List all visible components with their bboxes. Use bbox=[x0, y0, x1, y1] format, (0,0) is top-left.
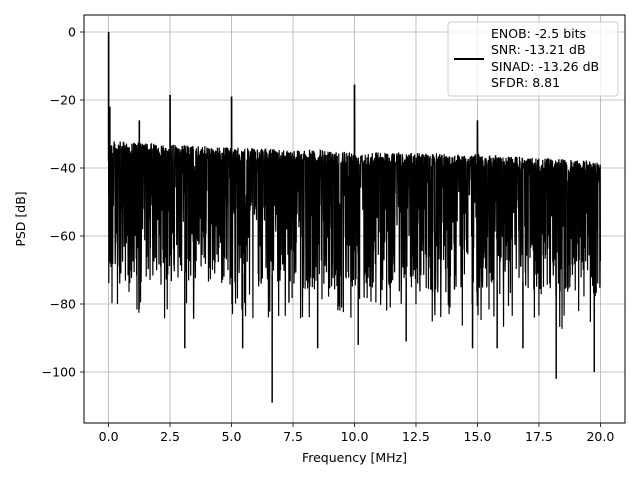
legend-enob: ENOB: -2.5 bits bbox=[491, 26, 586, 41]
x-tick-label: 12.5 bbox=[402, 429, 430, 444]
y-tick-label: −20 bbox=[50, 93, 76, 108]
y-tick-label: 0 bbox=[68, 25, 76, 40]
legend-sinad: SINAD: -13.26 dB bbox=[491, 59, 599, 74]
plot-area bbox=[107, 31, 602, 403]
x-tick-label: 20.0 bbox=[586, 429, 614, 444]
x-axis-label: Frequency [MHz] bbox=[302, 450, 407, 465]
x-tick-label: 0.0 bbox=[99, 429, 119, 444]
y-tick-label: −100 bbox=[42, 365, 76, 380]
x-tick-label: 15.0 bbox=[464, 429, 492, 444]
x-tick-label: 17.5 bbox=[525, 429, 553, 444]
y-tick-label: −60 bbox=[50, 229, 76, 244]
x-tick-label: 7.5 bbox=[283, 429, 303, 444]
axis-ticks: 0.0 2.5 5.0 7.5 10.0 12.5 15.0 17.5 20.0 0 −20 −40 −… bbox=[42, 25, 615, 445]
y-tick-label: −80 bbox=[50, 297, 76, 312]
legend: ENOB: -2.5 bits SNR: -13.21 dB SINAD: -1… bbox=[447, 21, 619, 97]
legend-sfdr: SFDR: 8.81 bbox=[491, 75, 560, 90]
axes-frame bbox=[83, 14, 626, 424]
x-tick-label: 5.0 bbox=[222, 429, 242, 444]
x-tick-label: 2.5 bbox=[160, 429, 180, 444]
legend-snr: SNR: -13.21 dB bbox=[491, 42, 586, 57]
y-tick-label: −40 bbox=[50, 161, 76, 176]
legend-box bbox=[447, 21, 619, 97]
y-axis-label: PSD [dB] bbox=[13, 191, 28, 246]
x-tick-label: 10.0 bbox=[341, 429, 369, 444]
